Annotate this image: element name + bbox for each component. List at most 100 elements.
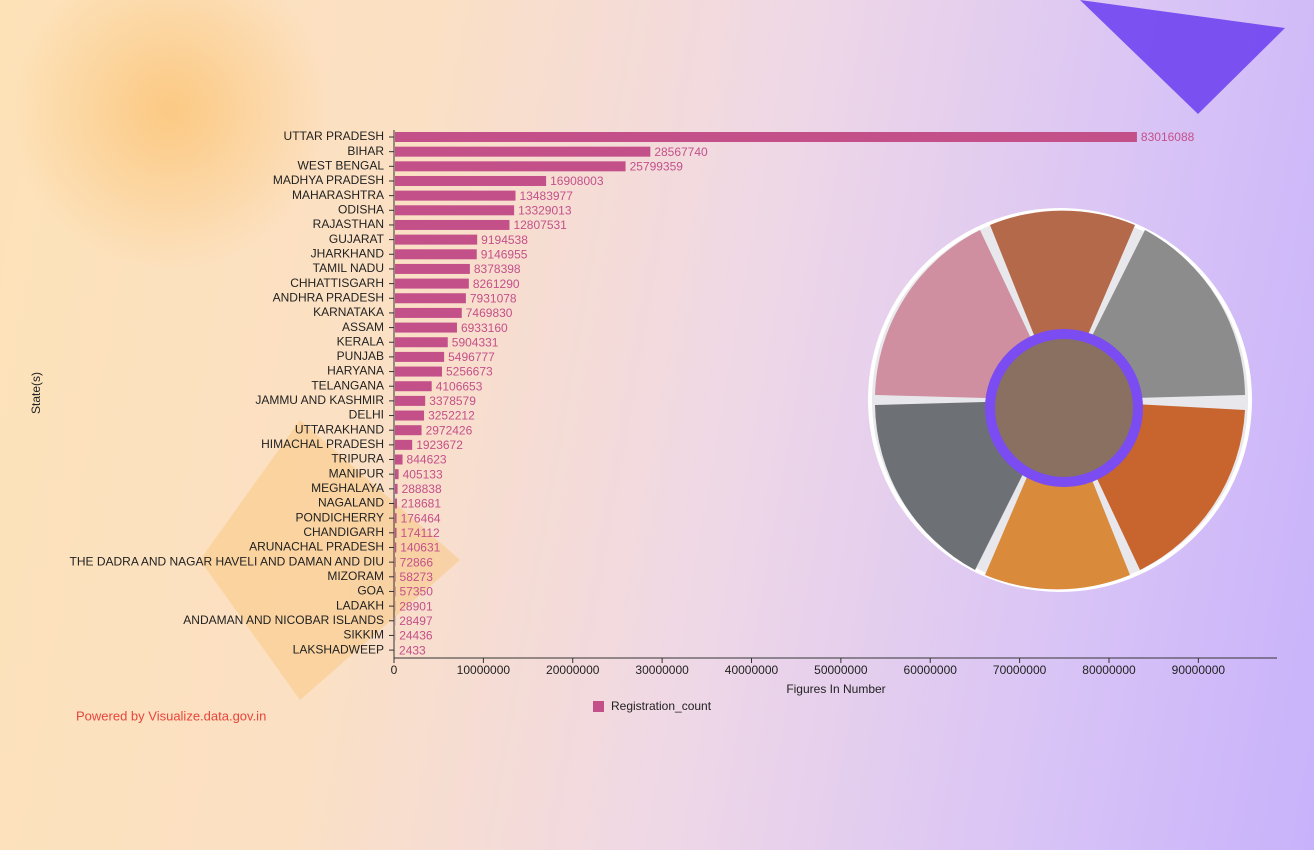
y-tick-label: JAMMU AND KASHMIR xyxy=(255,393,384,407)
bg-triangle xyxy=(1080,0,1285,114)
bar xyxy=(395,439,413,450)
y-tick-label: TAMIL NADU xyxy=(313,261,384,275)
value-label: 5256673 xyxy=(446,365,493,379)
y-tick-label: BIHAR xyxy=(347,144,384,158)
bar xyxy=(395,351,445,362)
y-tick-label: UTTAR PRADESH xyxy=(284,129,384,143)
value-label: 6933160 xyxy=(461,321,508,335)
y-tick-label: WEST BENGAL xyxy=(298,158,385,172)
bar xyxy=(395,483,398,494)
bar xyxy=(395,337,448,348)
y-tick-label: MAHARASHTRA xyxy=(292,188,384,202)
value-label: 7931078 xyxy=(470,291,517,305)
bg-diamond xyxy=(200,420,460,700)
value-label: 13483977 xyxy=(520,189,574,203)
y-tick-label: ODISHA xyxy=(338,202,384,216)
y-tick-label: ANDAMAN AND NICOBAR ISLANDS xyxy=(183,613,384,627)
value-label: 57350 xyxy=(400,585,434,599)
bar xyxy=(395,161,626,172)
bar xyxy=(395,205,515,216)
value-label: 844623 xyxy=(407,453,447,467)
y-tick-label: CHHATTISGARH xyxy=(290,276,384,290)
value-label: 174112 xyxy=(401,526,440,540)
y-tick-label: TRIPURA xyxy=(331,452,384,466)
credit: Powered by Visualize.data.gov.in xyxy=(76,708,266,723)
y-tick-label: MIZORAM xyxy=(327,569,384,583)
x-tick-label: 40000000 xyxy=(725,663,779,677)
bar xyxy=(395,322,457,333)
value-label: 8378398 xyxy=(474,262,521,276)
bar xyxy=(395,542,397,553)
y-axis-label: State(s) xyxy=(29,372,43,414)
bar xyxy=(395,190,516,201)
x-tick-label: 20000000 xyxy=(546,663,600,677)
bar xyxy=(395,132,1137,142)
y-tick-label: DELHI xyxy=(349,408,384,422)
value-label: 83016088 xyxy=(1141,130,1195,144)
value-label: 3252212 xyxy=(428,409,475,423)
x-tick-label: 50000000 xyxy=(814,663,868,677)
bar xyxy=(395,527,397,538)
bar xyxy=(395,249,477,260)
bar xyxy=(395,146,651,157)
legend-label: Registration_count xyxy=(611,699,712,713)
bg-glow xyxy=(10,0,330,270)
value-label: 28497 xyxy=(399,614,433,628)
y-tick-label: TELANGANA xyxy=(311,378,384,392)
y-tick-label: SIKKIM xyxy=(343,628,384,642)
y-tick-label: MANIPUR xyxy=(329,466,385,480)
value-label: 7469830 xyxy=(466,306,513,320)
y-tick-label: ANDHRA PRADESH xyxy=(273,290,384,304)
y-tick-label: CHANDIGARH xyxy=(303,525,384,539)
bar xyxy=(395,425,422,436)
y-tick-label: NAGALAND xyxy=(318,496,384,510)
x-tick-label: 0 xyxy=(391,663,398,677)
x-tick-label: 70000000 xyxy=(993,663,1047,677)
bar xyxy=(395,410,425,421)
value-label: 2972426 xyxy=(426,423,473,437)
y-tick-label: LAKSHADWEEP xyxy=(293,642,384,656)
x-tick-label: 90000000 xyxy=(1172,663,1226,677)
y-tick-label: KERALA xyxy=(337,334,384,348)
value-label: 1923672 xyxy=(416,438,463,452)
bar xyxy=(395,571,396,582)
value-label: 140631 xyxy=(400,541,440,555)
photo-collage xyxy=(868,208,1252,592)
value-label: 9194538 xyxy=(481,233,528,247)
bar xyxy=(395,293,466,304)
y-tick-label: LADAKH xyxy=(336,598,384,612)
y-tick-label: KARNATAKA xyxy=(313,305,384,319)
value-label: 24436 xyxy=(399,629,433,643)
x-tick-label: 80000000 xyxy=(1082,663,1136,677)
x-tick-label: 10000000 xyxy=(457,663,511,677)
y-tick-label: THE DADRA AND NAGAR HAVELI AND DAMAN AND… xyxy=(69,554,384,568)
value-label: 8261290 xyxy=(473,277,520,291)
x-tick-label: 30000000 xyxy=(635,663,689,677)
bar xyxy=(395,219,510,230)
bar xyxy=(395,395,426,406)
y-tick-label: PUNJAB xyxy=(337,349,384,363)
y-tick-label: JHARKHAND xyxy=(311,246,385,260)
bar xyxy=(395,557,396,568)
bar xyxy=(395,469,399,480)
value-label: 2433 xyxy=(399,643,426,657)
x-tick-label: 60000000 xyxy=(904,663,958,677)
y-tick-label: MEGHALAYA xyxy=(311,481,384,495)
bar xyxy=(395,586,396,597)
value-label: 218681 xyxy=(401,497,441,511)
value-label: 3378579 xyxy=(429,394,476,408)
value-label: 13329013 xyxy=(518,203,572,217)
value-label: 25799359 xyxy=(630,159,684,173)
bar xyxy=(395,454,403,465)
y-tick-label: MADHYA PRADESH xyxy=(273,173,384,187)
y-tick-label: ARUNACHAL PRADESH xyxy=(249,540,384,554)
y-tick-label: GOA xyxy=(357,584,384,598)
value-label: 176464 xyxy=(401,511,441,525)
value-label: 28567740 xyxy=(654,145,708,159)
bar xyxy=(395,498,397,509)
y-tick-label: UTTARAKHAND xyxy=(295,422,384,436)
value-label: 5496777 xyxy=(448,350,495,364)
y-tick-label: HIMACHAL PRADESH xyxy=(261,437,384,451)
